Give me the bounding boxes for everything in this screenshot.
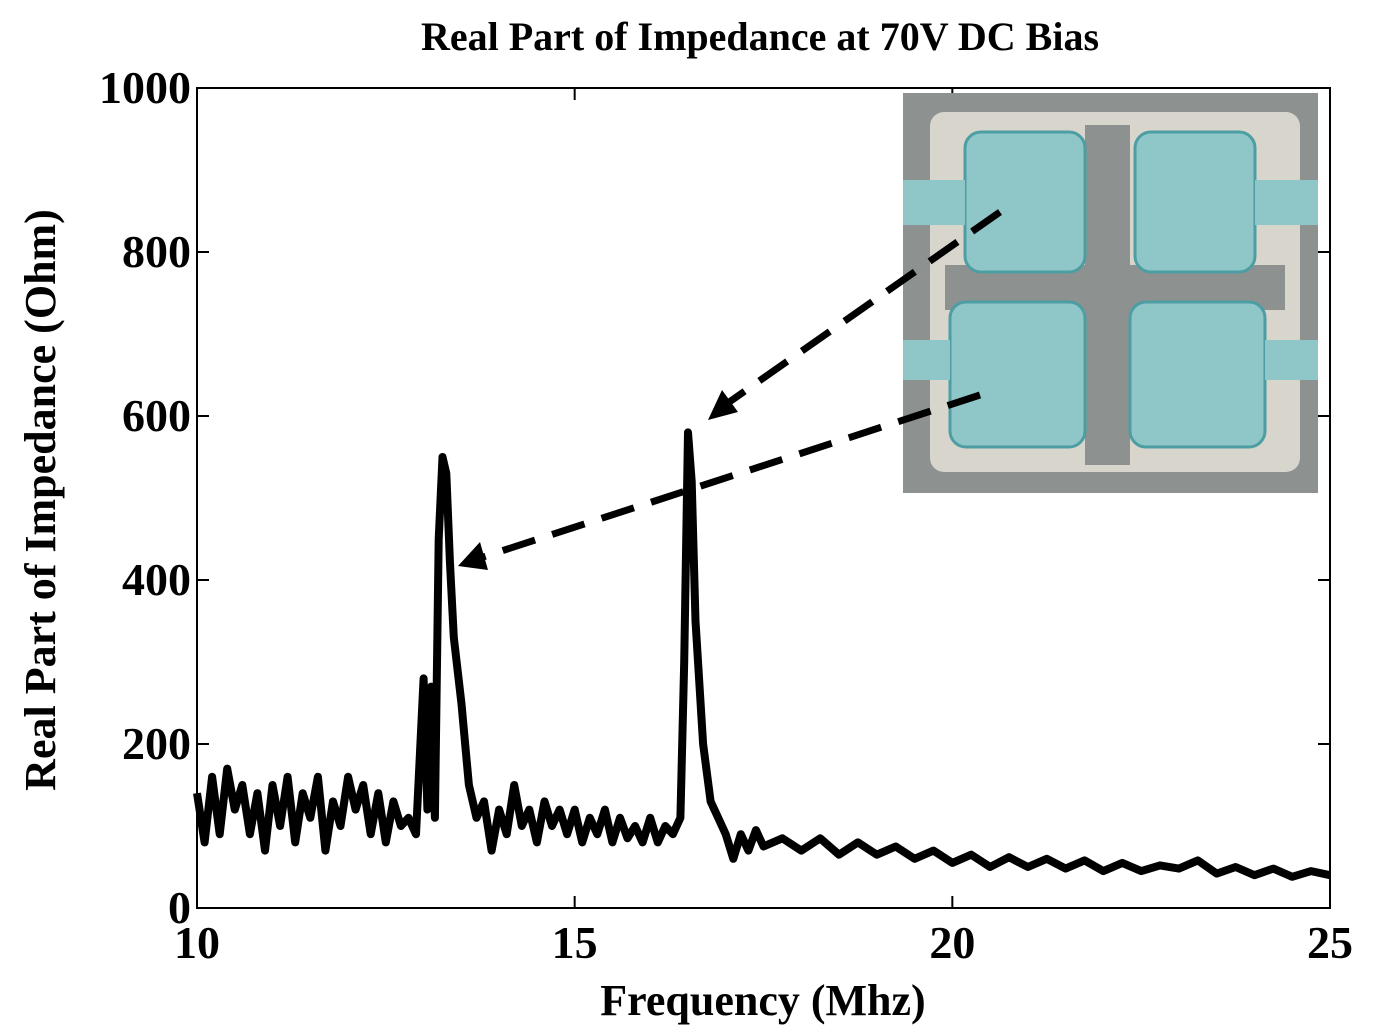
y-tick-label: 1000 [99, 62, 191, 113]
inset-plate [1133, 130, 1257, 274]
arrow-line [478, 391, 982, 562]
y-tick-label: 800 [122, 226, 191, 277]
inset-electrode [903, 340, 950, 380]
inset-electrode [1255, 180, 1318, 225]
y-axis-label: Real Part of Impedance (Ohm) [16, 209, 65, 791]
arrow-line [722, 209, 1003, 408]
data-line [193, 428, 1331, 881]
y-tick-label: 600 [122, 390, 191, 441]
axes-box [196, 87, 1331, 909]
y-tick-label: 400 [122, 554, 191, 605]
plot-area: 0 200 400 600 800 1000 10 15 20 25 [99, 62, 1353, 968]
inset-electrode [1265, 340, 1318, 380]
y-tick-label: 0 [168, 882, 191, 933]
arrow-head [708, 390, 738, 420]
inset-plate [963, 130, 1087, 274]
inset-gap [1085, 125, 1130, 465]
chart-title: Real Part of Impedance at 70V DC Bias [421, 14, 1099, 59]
x-tick-label: 15 [552, 917, 598, 968]
inset-photo [903, 93, 1318, 493]
x-tick-label: 20 [929, 917, 975, 968]
arrows [478, 209, 1003, 562]
y-tick-label: 200 [122, 718, 191, 769]
arrow-head [458, 542, 488, 570]
x-tick-label: 10 [174, 917, 220, 968]
x-tick-label: 25 [1307, 917, 1353, 968]
inset-electrode [903, 180, 965, 225]
inset-plate [948, 300, 1087, 449]
inset-plate [1128, 300, 1267, 449]
x-axis-label: Frequency (Mhz) [600, 976, 925, 1025]
